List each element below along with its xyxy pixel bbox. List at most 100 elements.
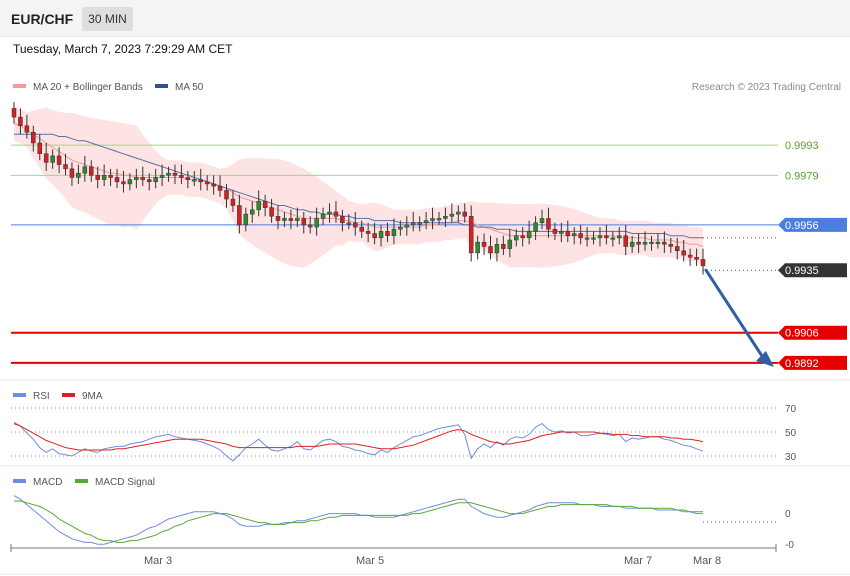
candle (642, 231, 648, 251)
candle-body (520, 235, 525, 239)
candle (230, 190, 236, 212)
candle (398, 220, 403, 236)
candle-body (89, 166, 94, 176)
forecast-arrow (704, 268, 774, 367)
candle (417, 216, 422, 232)
candle-body (314, 218, 319, 228)
candle (307, 216, 313, 234)
candle (443, 207, 448, 228)
candle-body (333, 211, 339, 217)
candle (571, 227, 577, 245)
candle-body (385, 231, 390, 236)
candle-body (24, 125, 30, 133)
candle (481, 233, 487, 256)
candle-body (488, 246, 493, 254)
candle (31, 125, 36, 152)
candle (430, 207, 435, 230)
candle-body (398, 226, 403, 230)
candle-body (571, 233, 577, 236)
rsi-ma-legend-swatch (62, 393, 75, 397)
rsi-line (13, 421, 704, 462)
candle-body (649, 241, 654, 244)
candle-body (69, 168, 75, 178)
rsi-tick-label: 70 (785, 404, 797, 415)
candle (185, 171, 191, 189)
candle (462, 203, 467, 223)
candle (578, 224, 583, 245)
rsi-legend: RSI 9MA (13, 391, 103, 402)
candle (114, 168, 120, 189)
candle (468, 205, 474, 262)
candle (436, 211, 442, 225)
candle (526, 220, 532, 245)
candle (134, 168, 139, 189)
candle (63, 153, 68, 176)
bollinger-band (14, 106, 703, 269)
level-0-9979-label: 0.9979 (785, 170, 819, 182)
candle (24, 114, 30, 139)
candle-body (468, 216, 474, 254)
candle-body (146, 179, 152, 183)
candle (18, 108, 23, 135)
macd-legend-swatch (13, 479, 26, 483)
panel-borders (0, 379, 850, 575)
candle-body (552, 228, 558, 234)
candle-body (456, 211, 461, 215)
candle-body (50, 155, 55, 163)
candle (514, 229, 519, 247)
candle (378, 224, 384, 247)
price-levels: 0.9993 0.9979 0.9956 0.9935 0.9906 0.9892 (11, 140, 847, 370)
rsi-tick-label: 30 (785, 452, 797, 463)
candle (629, 235, 635, 253)
candle (488, 235, 493, 260)
candle (108, 168, 113, 187)
candle-body (269, 207, 274, 217)
x-tick-label: Mar 5 (356, 555, 384, 567)
candle (127, 173, 133, 191)
candle-body (295, 218, 300, 221)
candle (198, 168, 203, 191)
candle-body (179, 175, 184, 178)
candle (507, 229, 513, 258)
forecast-arrow-head (756, 351, 774, 367)
candle (275, 205, 281, 230)
candle (146, 173, 152, 191)
candle-body (604, 235, 609, 239)
candle (700, 248, 706, 275)
candle-body (63, 164, 68, 170)
candle (410, 211, 416, 232)
candle (69, 162, 75, 187)
candle (533, 216, 538, 240)
candle-body (82, 166, 88, 174)
timeframe-button[interactable]: 30 MIN (82, 7, 133, 31)
candle (391, 218, 397, 245)
candle-body (694, 257, 699, 260)
candle (372, 222, 377, 245)
top-bar: EUR/CHF 30 MIN (0, 0, 850, 37)
candle-body (95, 175, 100, 180)
candle (295, 207, 300, 228)
rsi-legend-label: RSI (33, 391, 50, 402)
candle-body (256, 200, 261, 211)
candle-body (340, 216, 345, 223)
bollinger-band-area (14, 106, 703, 269)
candle-body (430, 218, 435, 221)
candle (11, 102, 17, 124)
candle-body (578, 233, 583, 239)
candle-body (591, 237, 596, 240)
candle-body (140, 177, 146, 180)
candle (584, 227, 590, 247)
macd-line (13, 495, 703, 545)
candle (617, 227, 622, 245)
candle (674, 237, 680, 260)
candle-body (391, 228, 397, 236)
candle-body (417, 222, 422, 225)
candle (591, 231, 596, 245)
candle (262, 194, 268, 217)
candle-body (307, 224, 313, 228)
candle-body (18, 116, 23, 126)
candle-body (681, 250, 686, 256)
macd-panel: 0 -0 (13, 495, 794, 551)
rsi-ma-legend-label: 9MA (82, 391, 103, 402)
